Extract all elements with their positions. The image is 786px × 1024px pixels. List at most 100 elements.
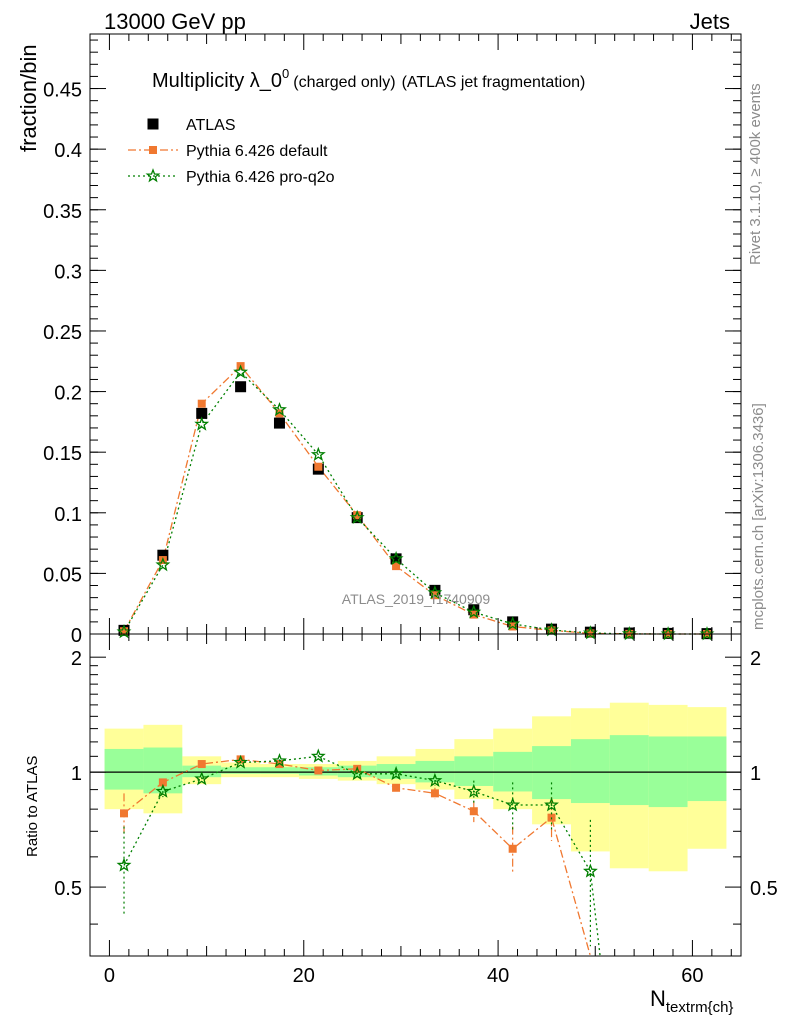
main-point-2 [544,622,559,637]
ratio-point-1 [194,770,210,786]
main-point-2 [427,584,443,600]
main-point-1 [586,629,595,638]
main-point-2 [660,626,676,641]
legend-mark-atlas [147,118,159,130]
ratio-point-1 [505,797,521,812]
ratio-ytick-label-right: 1 [750,763,761,785]
band-green [104,748,144,790]
ratio-point-1 [155,783,171,798]
main-point-0 [429,584,441,596]
ratio-point-1 [466,783,482,798]
main-point-2 [155,557,171,572]
main-point-0 [507,616,519,628]
main-point-2 [349,509,365,524]
xtick-label: 60 [681,965,703,987]
main-ylabel: fraction/bin [16,44,41,152]
ratio-point-0 [314,766,323,775]
band-green [687,736,727,802]
ratio-point-1 [233,754,249,769]
ratio-point-0 [508,844,517,853]
main-point-2 [233,364,249,379]
ratio-point-0 [197,760,206,769]
main-point-2 [582,625,598,640]
band-green [570,739,610,804]
ratio-point-1 [427,772,443,787]
main-point-0 [196,407,208,419]
main-point-1 [314,462,323,471]
ratio-point-0 [430,789,439,798]
main-point-0 [468,604,480,616]
main-point-1 [392,562,401,571]
x-axis-label: Ntextrm{ch} [650,986,733,1016]
main-point-2 [621,626,637,641]
main-series-line [123,371,707,635]
band-green [221,767,261,774]
legend-label-pythia-default: Pythia 6.426 default [186,143,328,160]
ratio-point-1 [310,748,326,763]
ratio-ytick-label: 0.5 [54,878,82,900]
main-point-2 [272,401,287,417]
ratio-point-0 [120,809,129,818]
ratio-point-0 [392,783,401,792]
ratio-ytick-label: 2 [71,648,82,670]
main-point-2 [466,604,482,619]
main-point-1 [353,511,362,520]
xtick-label: 0 [104,965,115,987]
main-ytick-label: 0.35 [43,201,82,223]
main-point-2 [388,550,404,566]
band-green [609,735,649,806]
main-panel: 0 0.05 0.1 0.15 0.2 0.25 0.3 0.35 0.4 0.45 ATLAS_… [16,33,742,647]
ratio-panel: 0 20 40 60 0.5 0.5 1 1 2 2 Ratio to ATLAS Ntextrm… [24,633,778,1016]
legend-mark-pythia-default [149,146,157,154]
ratio-series-line [123,755,601,956]
ratio-point-1 [388,765,404,781]
xtick-label: 20 [293,965,315,987]
ratio-point-0 [469,807,478,816]
legend-label-pythia-proq2o: Pythia 6.426 pro-q2o [186,169,335,186]
ratio-ytick-label-right: 2 [750,648,761,670]
main-point-0 [235,381,247,393]
legend-mark-pythia-proq2o [145,168,161,183]
main-ytick-label: 0.45 [43,80,82,102]
main-ytick-label: 0.1 [54,504,82,526]
ratio-frame [89,633,742,957]
main-point-1 [197,399,206,408]
ratio-point-0 [158,778,167,787]
ratio-series [116,748,601,956]
main-point-2 [505,615,521,631]
watermark: ATLAS_2019_I1740909 [342,591,491,607]
legend: ATLAS Pythia 6.426 default Pythia 6.426 … [128,117,335,186]
mcplots-note: mcplots.cern.ch [arXiv:1306.3436] [750,403,767,630]
legend-label-atlas: ATLAS [186,117,236,134]
main-point-0 [273,417,285,429]
main-point-1 [547,626,556,635]
main-point-0 [157,549,169,561]
main-point-1 [120,627,129,636]
ratio-point-1 [116,857,132,872]
ratio-point-1 [272,753,287,768]
ratio-point-0 [236,755,245,764]
main-point-1 [275,409,284,418]
main-ytick-label: 0.25 [43,322,82,344]
band-green [260,767,299,774]
ratio-ytick-label-right: 0.5 [750,878,778,900]
main-point-2 [310,446,326,462]
main-point-2 [194,416,210,431]
ratio-ylabel: Ratio to ATLAS [24,756,41,857]
main-ytick-label: 0.2 [54,383,82,405]
chart-title: Multiplicity λ_00(charged only) (ATLAS je… [152,66,585,92]
header-left: 13000 GeV pp [104,9,246,34]
rivet-note: Rivet 3.1.10, ≥ 400k events [747,83,764,265]
header-right: Jets [690,9,730,34]
main-ytick-label: 0.3 [54,261,82,283]
main-ytick-label: 0.15 [43,443,82,465]
main-point-0 [390,553,402,565]
ratio-point-1 [544,797,559,812]
ratio-point-1 [349,765,365,781]
main-point-2 [699,626,715,641]
xtick-label: 40 [487,965,509,987]
ratio-ytick-label: 1 [71,763,82,785]
main-ytick-label: 0.05 [43,564,82,586]
ratio-point-1 [582,863,598,878]
